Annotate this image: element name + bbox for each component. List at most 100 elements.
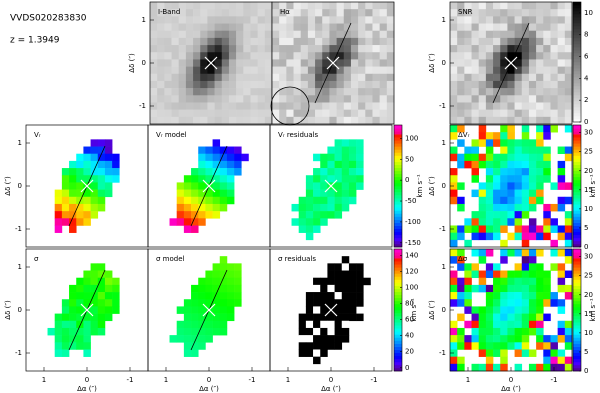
panel-label: σ (34, 255, 39, 263)
pixel (322, 88, 330, 96)
colorbar-tick-label: 0 (584, 243, 588, 251)
pixel (61, 211, 70, 219)
pixel (350, 73, 359, 82)
pixel (257, 52, 266, 60)
pixel (485, 132, 494, 140)
pixel (272, 66, 280, 75)
pixel (564, 327, 573, 336)
pixel (164, 2, 172, 10)
pixel (178, 73, 187, 82)
pixel (485, 160, 494, 169)
pixel (507, 270, 515, 279)
pixel (228, 16, 237, 24)
pixel (536, 168, 544, 176)
pixel (521, 313, 530, 322)
pixel (150, 95, 158, 103)
pixel (379, 88, 388, 96)
colorbar-tick-label: 10 (584, 9, 593, 17)
pixel (514, 203, 523, 212)
colorbar-strip (573, 101, 581, 105)
pixel (257, 116, 266, 125)
pixel (164, 23, 172, 32)
pixel (557, 66, 566, 75)
pixel (313, 320, 321, 329)
colorbar-strip (394, 316, 402, 320)
pixel (457, 232, 465, 241)
pixel (564, 270, 573, 279)
pixel (219, 189, 228, 198)
pixel (341, 146, 350, 155)
colorbar-strip (394, 204, 402, 208)
pixel (478, 116, 487, 125)
pixel (198, 182, 206, 190)
colorbar-tick-label: -100 (405, 218, 421, 226)
colorbar-strip (394, 340, 402, 344)
pixel (54, 349, 63, 357)
pixel (305, 189, 314, 198)
pixel (350, 59, 359, 67)
pixel (104, 306, 113, 314)
pixel (334, 327, 343, 336)
pixel (356, 277, 364, 286)
pixel (164, 102, 172, 110)
pixel (198, 218, 206, 226)
pixel (514, 182, 523, 190)
pixel (372, 45, 380, 53)
pixel (507, 168, 515, 176)
pixel (350, 30, 359, 39)
pixel (493, 203, 501, 212)
pixel (478, 218, 487, 226)
pixel (61, 335, 70, 343)
pixel (214, 30, 223, 39)
pixel (150, 80, 158, 89)
pixel (171, 37, 180, 46)
pixel (226, 189, 235, 198)
pixel (221, 59, 230, 67)
pixel (198, 320, 206, 329)
pixel (507, 45, 515, 53)
pixel (485, 182, 494, 190)
pixel (313, 349, 321, 357)
pixel (243, 59, 251, 67)
pixel (464, 88, 472, 96)
pixel (83, 349, 91, 357)
pixel (205, 270, 213, 279)
pixel (348, 153, 357, 162)
pixel (471, 73, 480, 82)
pixel (221, 95, 230, 103)
colorbar-strip (573, 264, 581, 268)
colorbar-strip (573, 35, 581, 39)
colorbar-strip (573, 149, 581, 153)
pixel (493, 320, 501, 329)
pixel (521, 168, 530, 176)
pixel (322, 9, 330, 17)
pixel (243, 37, 251, 46)
colorbar-strip (573, 186, 581, 190)
pixel (61, 299, 70, 307)
pixel (191, 299, 199, 307)
pixel (228, 116, 237, 125)
pixel (341, 182, 350, 190)
pixel (514, 270, 523, 279)
pixel (500, 66, 508, 75)
colorbar-strip (573, 361, 581, 366)
pixel (550, 66, 558, 75)
colorbar-strip (573, 270, 581, 274)
pixel (457, 203, 465, 212)
pixel (228, 102, 237, 110)
y-tick-label: 0 (18, 182, 22, 190)
pixel (205, 189, 213, 198)
y-tick-label: -1 (15, 349, 22, 357)
colorbar-strip (573, 38, 581, 42)
pixel (507, 102, 515, 110)
pixel (226, 284, 235, 293)
colorbar-strip (573, 291, 581, 296)
pixel (478, 327, 487, 336)
pixel (90, 299, 99, 307)
x-tick-label: -1 (551, 376, 558, 384)
pixel (279, 73, 287, 82)
pixel (279, 88, 287, 96)
pixel (514, 37, 523, 46)
pixel (205, 335, 213, 343)
pixel (264, 73, 273, 82)
